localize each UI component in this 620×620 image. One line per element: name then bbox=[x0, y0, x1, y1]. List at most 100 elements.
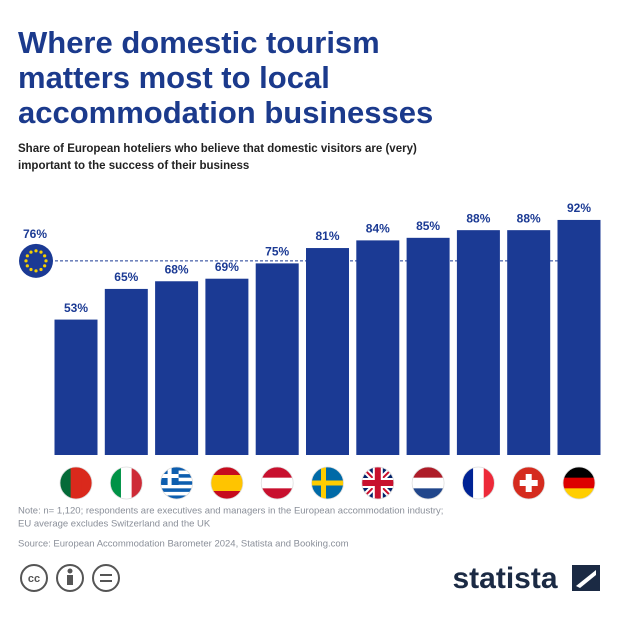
flag-body bbox=[462, 467, 495, 499]
flag-icon bbox=[260, 466, 294, 500]
flag-body bbox=[563, 467, 595, 499]
flag-icon bbox=[512, 466, 546, 500]
flag-rim bbox=[461, 466, 495, 500]
flag-stripe bbox=[81, 467, 92, 499]
eu-star bbox=[29, 267, 33, 272]
flag-stripe bbox=[210, 483, 243, 492]
eu-circle bbox=[19, 243, 53, 278]
title-line: Where domestic tourism bbox=[18, 25, 380, 60]
flag-icon bbox=[361, 466, 395, 500]
flag-body bbox=[110, 467, 143, 499]
flag-body bbox=[60, 467, 92, 499]
flag-body bbox=[261, 467, 294, 499]
source: Source: European Accommodation Barometer… bbox=[18, 539, 349, 550]
flag-cross bbox=[374, 467, 381, 499]
flag-cross bbox=[311, 480, 344, 486]
flag-rim bbox=[109, 466, 143, 500]
flag-rim bbox=[361, 466, 395, 500]
eu-star bbox=[39, 267, 43, 272]
value-label: 69% bbox=[215, 260, 239, 274]
flag-stripe bbox=[563, 467, 595, 479]
flag-icon bbox=[109, 466, 143, 500]
brand-logo: statista bbox=[452, 562, 557, 595]
bar bbox=[255, 263, 299, 455]
bar bbox=[356, 240, 400, 455]
value-label: 88% bbox=[466, 211, 490, 225]
flag-stripe bbox=[60, 467, 72, 499]
value-label: 65% bbox=[114, 270, 138, 284]
flag-stripe bbox=[160, 495, 193, 499]
eu-star bbox=[34, 269, 38, 273]
bar bbox=[54, 319, 98, 455]
bar bbox=[557, 219, 601, 455]
flag-body bbox=[361, 467, 394, 499]
value-label: 85% bbox=[416, 219, 440, 233]
flag-stripe bbox=[210, 491, 243, 499]
flag-rim bbox=[411, 466, 445, 500]
value-label: 92% bbox=[567, 201, 591, 215]
bar bbox=[205, 278, 249, 455]
flag-rim bbox=[210, 466, 244, 500]
flag-stripe bbox=[120, 467, 133, 499]
title-line: matters most to local bbox=[18, 60, 330, 95]
eu-star bbox=[44, 259, 48, 263]
flag-stripe bbox=[160, 491, 193, 496]
value-label: 53% bbox=[64, 301, 88, 315]
flag-body bbox=[512, 467, 545, 499]
flag-icon bbox=[461, 466, 495, 500]
flag-stripe bbox=[70, 467, 82, 499]
flag-rim bbox=[260, 466, 294, 500]
flag-cross bbox=[167, 467, 172, 485]
flag-rim bbox=[311, 466, 344, 500]
flag-stripe bbox=[261, 477, 294, 489]
value-label: 88% bbox=[517, 211, 541, 225]
flag-stripe bbox=[412, 488, 445, 499]
value-label: 84% bbox=[366, 222, 390, 236]
value-label: 68% bbox=[165, 262, 189, 276]
bar bbox=[104, 288, 148, 455]
flag-stripe bbox=[483, 467, 495, 499]
flag-body bbox=[311, 467, 344, 499]
bar bbox=[155, 281, 199, 455]
eu-star bbox=[34, 249, 38, 253]
flag-cross bbox=[525, 474, 532, 492]
flag-stripe bbox=[563, 477, 595, 489]
flag-cross bbox=[321, 467, 326, 499]
eu-star bbox=[43, 254, 47, 258]
eu-star bbox=[25, 254, 29, 258]
flag-icon bbox=[210, 466, 244, 500]
flag-icon bbox=[59, 466, 93, 500]
flag-body bbox=[412, 467, 445, 499]
reference-label: 76% bbox=[23, 227, 47, 241]
flag-rim bbox=[562, 466, 596, 500]
flag-stripe bbox=[412, 477, 445, 489]
flag-body bbox=[210, 467, 243, 499]
flag-stripe bbox=[473, 467, 485, 499]
flag-stripe bbox=[261, 467, 294, 479]
flag-stripe bbox=[210, 467, 243, 476]
flag-rim bbox=[160, 466, 194, 500]
title-line: accommodation businesses bbox=[18, 95, 433, 130]
bar bbox=[406, 237, 450, 455]
subtitle-line: important to the success of their busine… bbox=[18, 160, 249, 172]
flag-rim bbox=[59, 466, 93, 500]
bar bbox=[456, 230, 500, 455]
flag-stripe bbox=[210, 475, 243, 484]
flag-stripe bbox=[261, 488, 294, 499]
flag-stripe bbox=[412, 467, 445, 479]
flag-stripe bbox=[160, 488, 193, 493]
brand-icon bbox=[572, 565, 600, 591]
eu-star bbox=[24, 259, 28, 263]
flag-icon bbox=[562, 466, 596, 500]
note-line: EU average excludes Switzerland and the … bbox=[18, 519, 211, 530]
value-label: 81% bbox=[315, 229, 339, 243]
flag-stripe bbox=[131, 467, 143, 499]
subtitle-line: Share of European hoteliers who believe … bbox=[18, 143, 417, 155]
flag-stripe bbox=[462, 467, 474, 499]
flag-stripe bbox=[563, 488, 595, 499]
flag-icon bbox=[311, 466, 344, 500]
note-line: Note: n= 1,120; respondents are executiv… bbox=[18, 506, 443, 517]
flag-icon bbox=[160, 466, 194, 500]
eu-star bbox=[25, 264, 29, 268]
